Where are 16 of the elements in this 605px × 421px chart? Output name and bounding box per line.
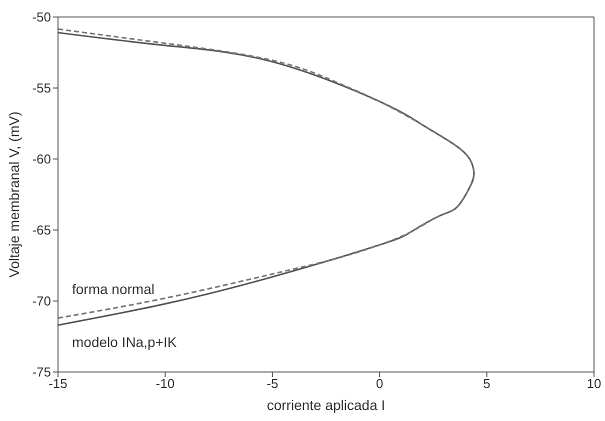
series-label: modelo INa,p+IK xyxy=(72,334,178,350)
series-label: forma normal xyxy=(72,281,154,298)
x-axis-title: corriente aplicada I xyxy=(266,397,386,413)
x-tick-label: 0 xyxy=(376,376,384,392)
x-tick-label: -5 xyxy=(266,376,278,392)
y-tick-label: -75 xyxy=(32,364,51,380)
y-tick-label: -65 xyxy=(32,222,51,238)
y-tick-label: -70 xyxy=(32,294,51,309)
x-tick-label: -15 xyxy=(48,376,68,392)
x-tick-label: -10 xyxy=(156,376,175,392)
x-tick-label: 5 xyxy=(483,376,490,392)
y-tick-label: -55 xyxy=(32,80,51,96)
x-tick-label: 10 xyxy=(586,376,602,392)
y-tick-label: -60 xyxy=(32,152,51,167)
y-axis-title: Voltaje membranal V, (mV) xyxy=(6,112,22,278)
y-tick-label: -50 xyxy=(32,10,51,25)
